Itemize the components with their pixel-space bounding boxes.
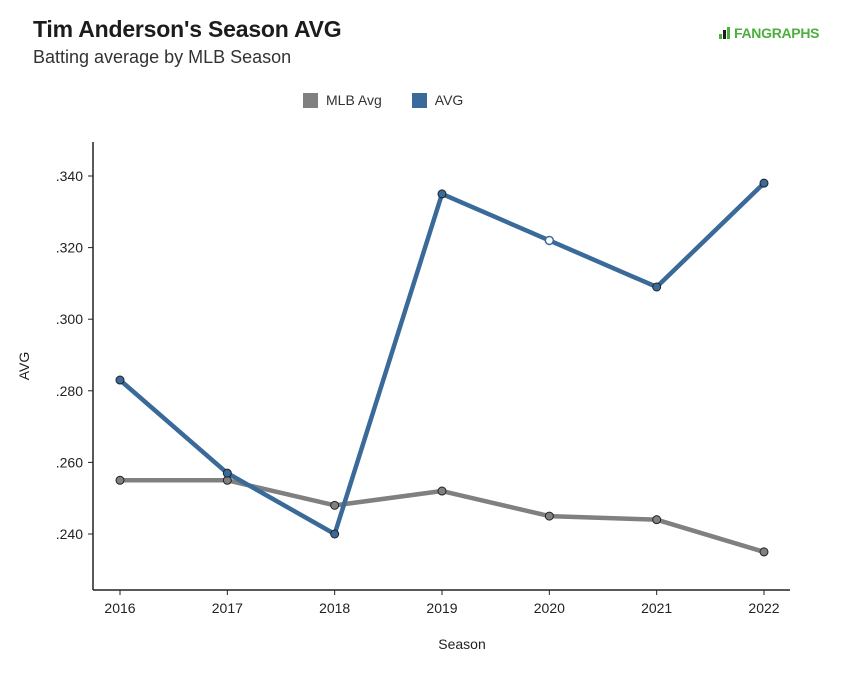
legend-item-mlb-avg[interactable]: MLB Avg: [303, 92, 382, 108]
y-tick-label: .280: [56, 383, 83, 399]
data-point-avg: [437, 189, 447, 199]
y-tick-label: .340: [56, 168, 83, 184]
fangraphs-logo[interactable]: FANGRAPHS: [718, 25, 820, 41]
fangraphs-leaf-icon: [719, 27, 730, 39]
x-tick-label: 2020: [534, 600, 565, 616]
legend-swatch-mlb-avg: [303, 92, 318, 108]
data-point-avg: [544, 235, 555, 246]
data-point-mlb-avg: [544, 511, 554, 521]
legend-swatch-avg: [411, 92, 427, 108]
x-axis-title: Season: [438, 636, 485, 652]
data-point-avg: [759, 178, 769, 188]
x-tick-label: 2017: [212, 600, 243, 616]
y-tick-label: .240: [56, 526, 83, 542]
data-point-mlb-avg: [330, 500, 340, 510]
chart-title: Tim Anderson's Season AVG: [33, 16, 342, 42]
data-point-avg: [652, 282, 662, 292]
logo-text: FANGRAPHS: [734, 25, 820, 41]
y-tick-label: .260: [56, 454, 83, 470]
legend: MLB Avg AVG: [303, 92, 493, 108]
legend-label-mlb-avg: MLB Avg: [326, 92, 382, 108]
data-point-avg: [222, 468, 232, 478]
y-tick-label: .320: [56, 240, 83, 256]
y-tick-label: .300: [56, 311, 83, 327]
legend-item-avg[interactable]: AVG: [411, 92, 464, 108]
data-point-mlb-avg: [759, 547, 769, 557]
y-axis-title: AVG: [16, 352, 32, 381]
x-tick-label: 2019: [426, 600, 457, 616]
data-point-avg: [115, 375, 125, 385]
x-tick-label: 2022: [748, 600, 779, 616]
chart-subtitle: Batting average by MLB Season: [33, 47, 292, 67]
data-point-avg: [330, 529, 340, 539]
x-tick-label: 2016: [104, 600, 135, 616]
x-tick-label: 2018: [319, 600, 350, 616]
data-point-mlb-avg: [115, 475, 125, 485]
data-point-mlb-avg: [652, 515, 662, 525]
legend-label-avg: AVG: [434, 92, 464, 108]
x-tick-label: 2021: [641, 600, 672, 616]
data-point-mlb-avg: [437, 486, 447, 496]
